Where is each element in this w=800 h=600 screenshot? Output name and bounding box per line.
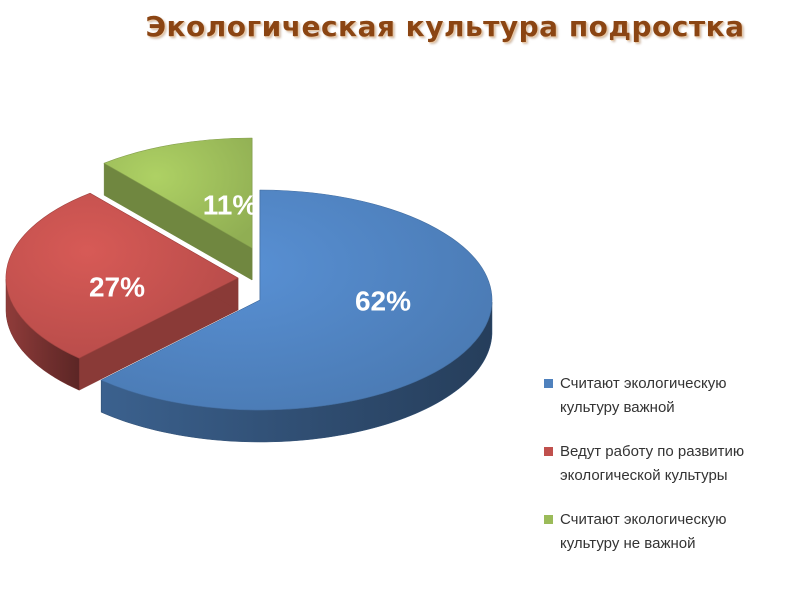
pie-slice-development-top [5,192,239,359]
pie-slice-not-important-top [103,137,253,249]
pie-slice-important-top [100,189,493,411]
legend-item-important: Считают экологическую культуру важной [542,372,792,420]
legend-item-not-important: Считают экологическую культуру не важной [542,508,792,556]
legend-item-development: Ведут работу по развитию экологической к… [542,440,792,488]
legend-swatch-important [544,379,553,388]
legend: Считают экологическую культуру важной Ве… [542,372,792,576]
legend-label-not-important: Считают экологическую культуру не важной [560,511,727,552]
data-label-development: 27% [89,271,145,302]
legend-swatch-development [544,447,553,456]
data-label-not-important: 11% [203,189,258,220]
legend-label-development: Ведут работу по развитию экологической к… [560,443,745,484]
legend-label-important: Считают экологическую культуру важной [560,375,727,416]
data-label-important: 62% [355,285,411,316]
pie-slice-important [100,189,493,443]
pie-slice-not-important [103,137,253,281]
pie-slice-development [5,192,239,391]
chart-title: Экологическая культура подростка [145,10,745,43]
legend-swatch-not-important [544,515,553,524]
